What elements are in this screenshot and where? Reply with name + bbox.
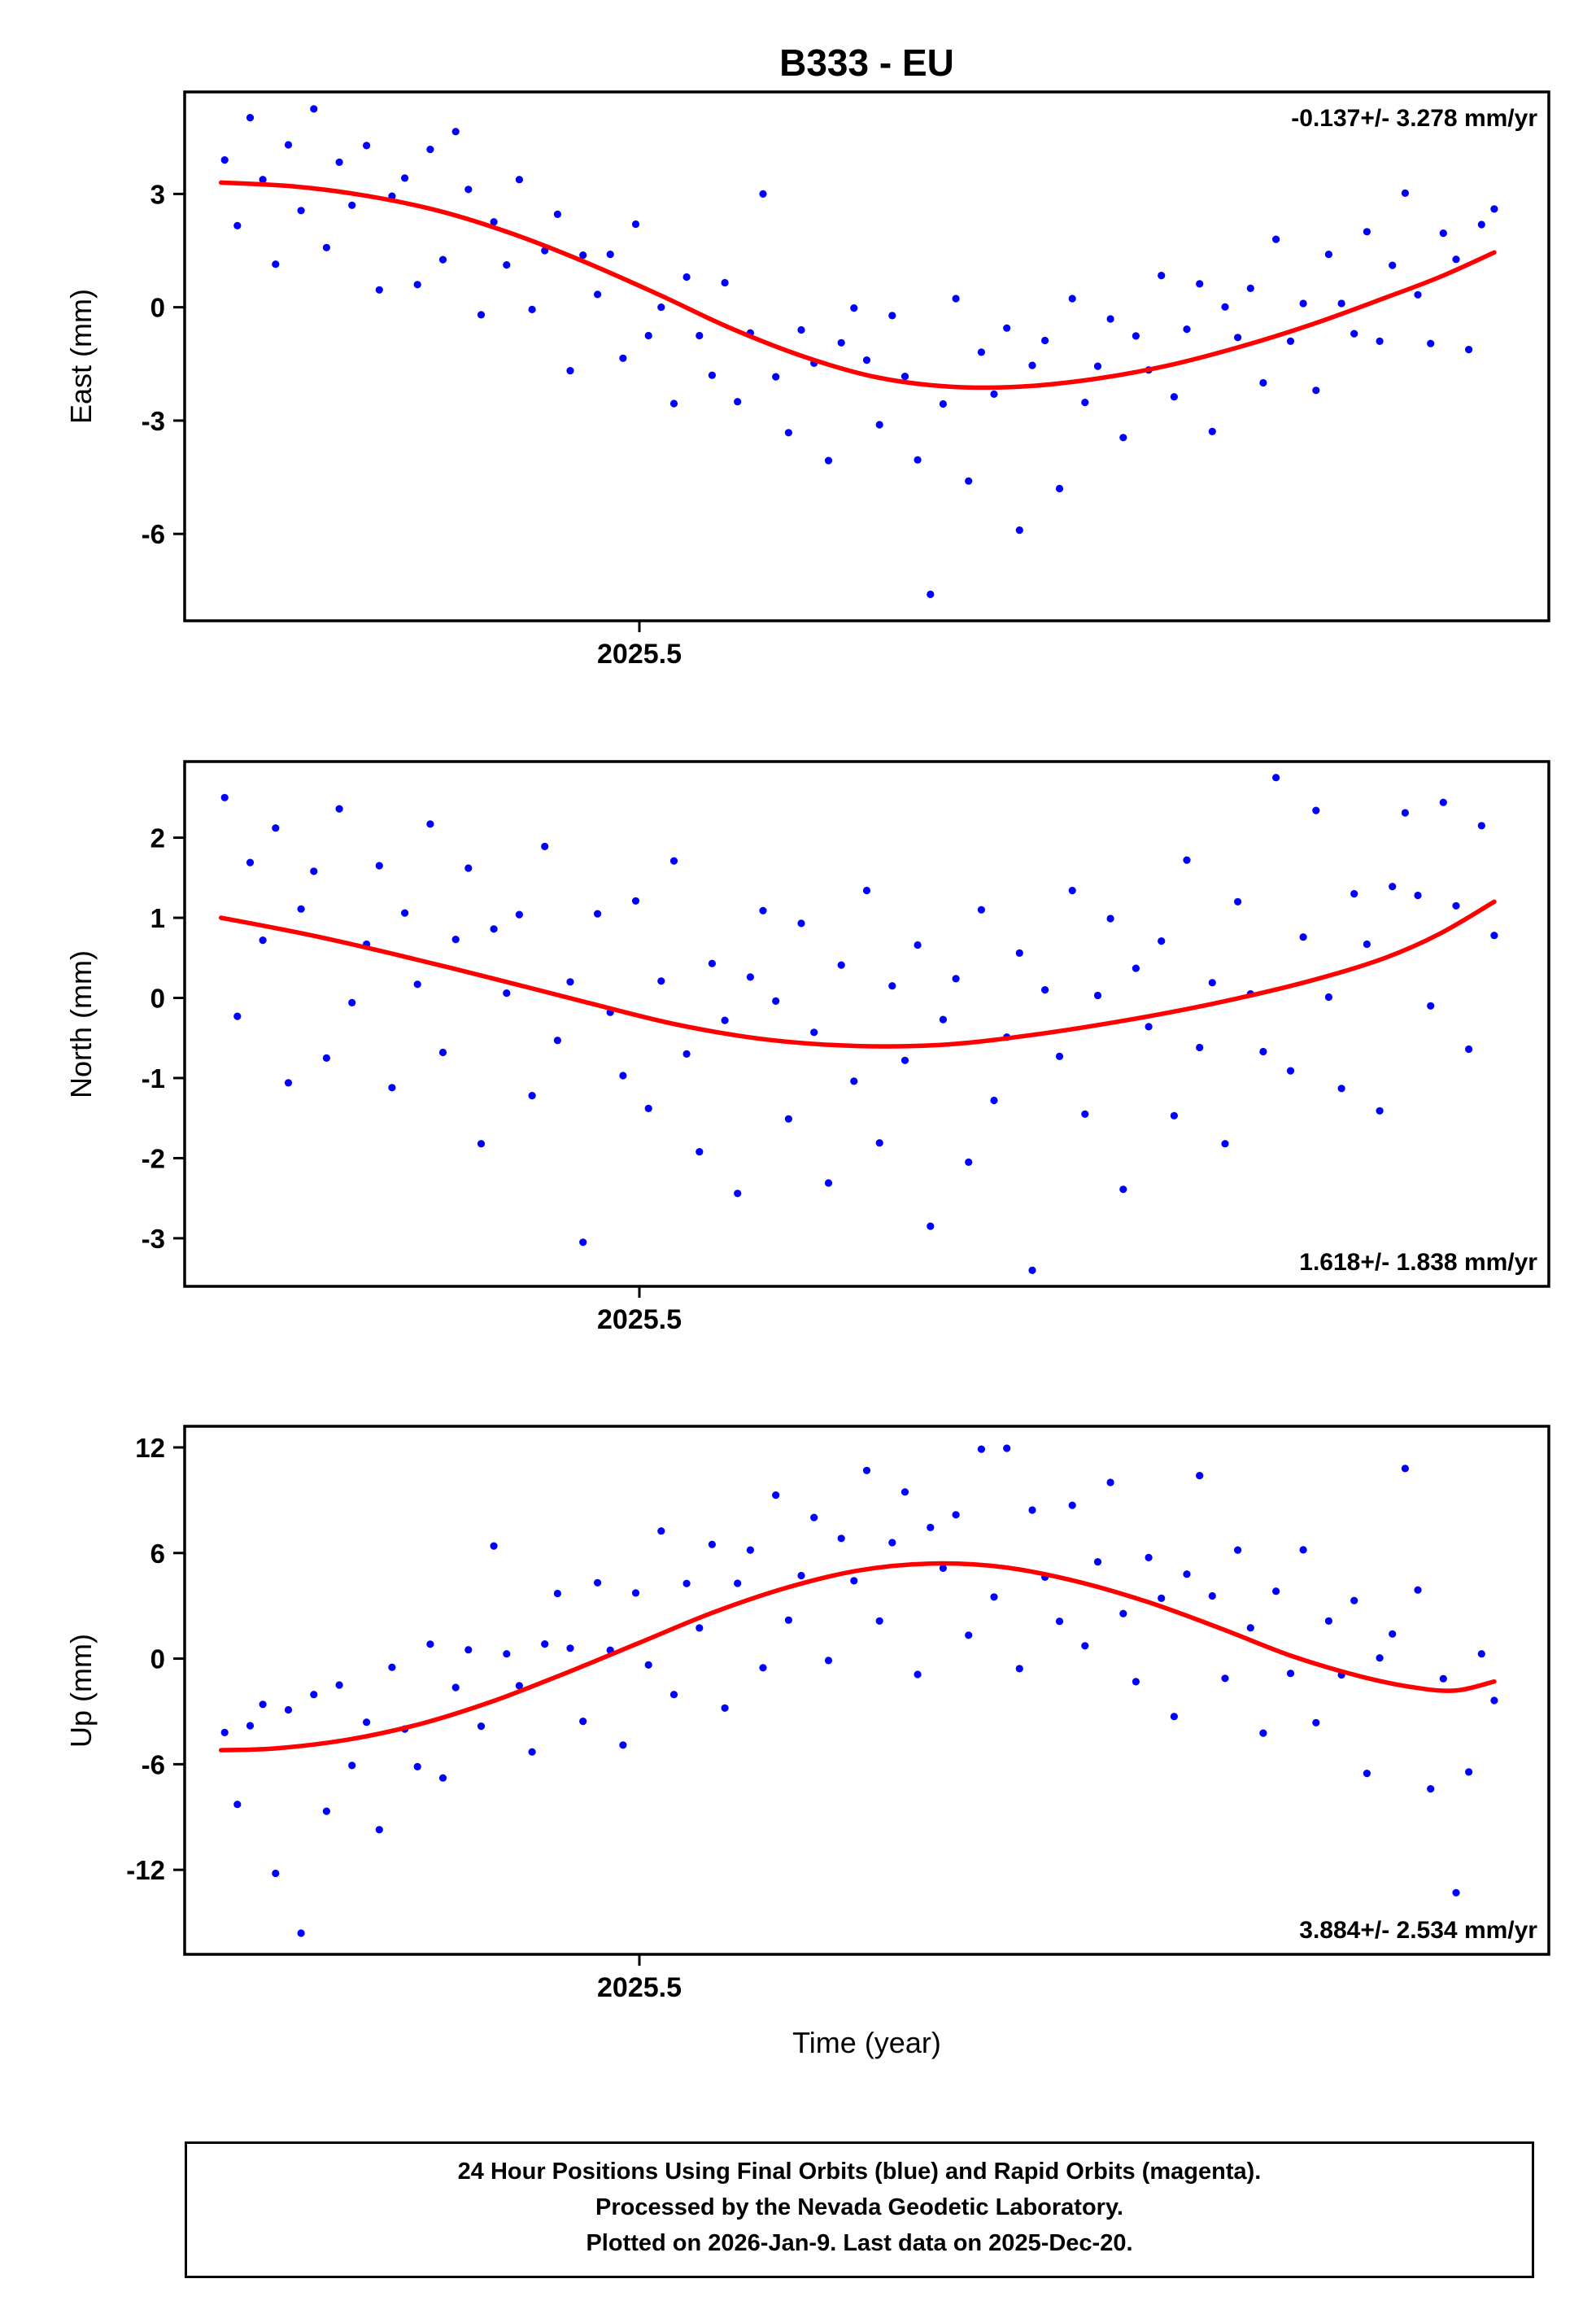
rate-annotation: 3.884+/- 2.534 mm/yr [1299,1917,1537,1944]
scatter-points [220,105,1498,599]
scatter-points [220,1444,1498,1937]
y-tick-label: -6 [142,1749,165,1779]
x-axis-tick-east: 2025.5 [597,621,682,670]
x-tick-label: 2025.5 [597,1304,682,1335]
y-tick-label: -3 [142,406,165,436]
x-axis-title: Time (year) [792,2026,941,2059]
y-axis-ticks-up: 12 6 0 -6 -12 [126,1433,185,1885]
y-tick-label: 6 [150,1539,165,1569]
y-axis-title-east: East (mm) [64,289,98,424]
plot-frame [183,90,1550,622]
y-axis-title-north: North (mm) [64,950,98,1098]
y-tick-label: 0 [150,1644,165,1674]
y-tick-label: 1 [150,903,165,933]
x-axis-tick-north: 2025.5 [597,1286,682,1335]
y-tick-label: 0 [150,293,165,323]
plot-frame [183,760,1550,1288]
x-tick-label: 2025.5 [597,1972,682,2003]
panel-east: 3 0 -3 -6 2025.5 -0.137+/- 3.278 mm/yr [142,90,1550,670]
trend-line [218,899,1497,1049]
y-tick-label: 2 [150,823,165,853]
y-tick-label: 0 [150,983,165,1013]
y-axis-title-up: Up (mm) [64,1633,98,1748]
page-title: B333 - EU [779,41,954,84]
y-tick-label: -1 [142,1063,165,1094]
scatter-points [220,774,1498,1274]
panel-up: 12 6 0 -6 -12 2025.5 3.884+/- 2.534 mm/yr [126,1425,1550,2003]
trend-line [218,1561,1497,1753]
y-tick-label: 12 [135,1433,165,1463]
trend-line [218,180,1497,391]
y-tick-label: 3 [150,179,165,209]
rate-annotation: -0.137+/- 3.278 mm/yr [1291,105,1537,132]
footer-line-3: Plotted on 2026-Jan-9. Last data on 2025… [586,2230,1133,2256]
footer-box: 24 Hour Positions Using Final Orbits (bl… [185,2141,1534,2278]
y-tick-label: -6 [142,519,165,549]
y-axis-ticks-north: 2 1 0 -1 -2 -3 [142,823,185,1254]
rate-annotation: 1.618+/- 1.838 mm/yr [1299,1249,1537,1276]
y-tick-label: -3 [142,1224,165,1254]
footer-line-2: Processed by the Nevada Geodetic Laborat… [595,2194,1123,2220]
y-axis-ticks-east: 3 0 -3 -6 [142,179,185,549]
plot-frame [183,1425,1550,1956]
footer-line-1: 24 Hour Positions Using Final Orbits (bl… [457,2159,1262,2185]
x-tick-label: 2025.5 [597,639,682,670]
panel-north: 2 1 0 -1 -2 -3 2025.5 1.618+/- 1.838 mm/yr [142,760,1550,1335]
y-tick-label: -2 [142,1143,165,1173]
y-tick-label: -12 [126,1855,165,1885]
x-axis-tick-up: 2025.5 [597,1954,682,2003]
